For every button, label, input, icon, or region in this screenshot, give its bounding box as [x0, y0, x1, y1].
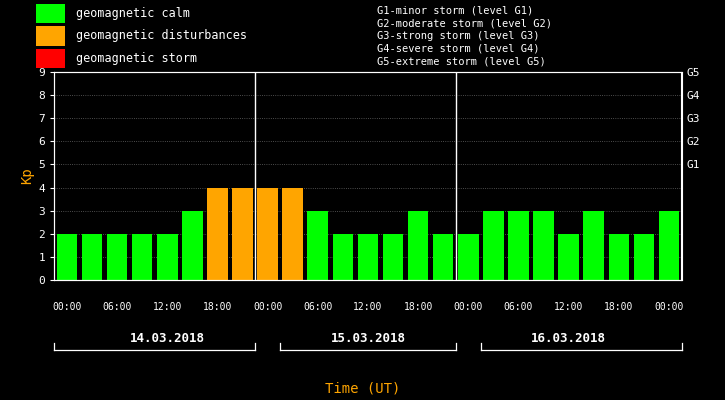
Bar [357, 234, 378, 280]
Bar [534, 211, 554, 280]
Bar [157, 234, 178, 280]
Bar [257, 188, 278, 280]
Bar [107, 234, 128, 280]
Text: G4-severe storm (level G4): G4-severe storm (level G4) [377, 44, 539, 54]
Text: geomagnetic calm: geomagnetic calm [76, 7, 190, 20]
Text: 06:00: 06:00 [303, 302, 333, 312]
Text: 18:00: 18:00 [604, 302, 634, 312]
Text: 12:00: 12:00 [152, 302, 182, 312]
Text: 16.03.2018: 16.03.2018 [531, 332, 606, 345]
Text: 18:00: 18:00 [403, 302, 433, 312]
Bar [408, 211, 428, 280]
Text: 06:00: 06:00 [102, 302, 132, 312]
Bar [483, 211, 504, 280]
Text: G2-moderate storm (level G2): G2-moderate storm (level G2) [377, 18, 552, 28]
Bar [433, 234, 453, 280]
Bar [558, 234, 579, 280]
Bar [207, 188, 228, 280]
Bar [634, 234, 654, 280]
Bar [82, 234, 102, 280]
Bar [36, 4, 65, 23]
Text: 15.03.2018: 15.03.2018 [331, 332, 405, 345]
Bar [36, 26, 65, 46]
Text: 00:00: 00:00 [253, 302, 282, 312]
Text: G3-strong storm (level G3): G3-strong storm (level G3) [377, 31, 539, 41]
Bar [132, 234, 152, 280]
Text: geomagnetic storm: geomagnetic storm [76, 52, 197, 65]
Bar [307, 211, 328, 280]
Text: 12:00: 12:00 [353, 302, 383, 312]
Text: Time (UT): Time (UT) [325, 382, 400, 396]
Bar [57, 234, 77, 280]
Bar [36, 49, 65, 68]
Bar [458, 234, 478, 280]
Bar [283, 188, 303, 280]
Bar [584, 211, 604, 280]
Bar [232, 188, 253, 280]
Text: 00:00: 00:00 [654, 302, 684, 312]
Bar [333, 234, 353, 280]
Bar [508, 211, 529, 280]
Text: 18:00: 18:00 [203, 302, 232, 312]
Text: G5-extreme storm (level G5): G5-extreme storm (level G5) [377, 57, 546, 67]
Text: 14.03.2018: 14.03.2018 [130, 332, 204, 345]
Text: 12:00: 12:00 [554, 302, 584, 312]
Text: G1-minor storm (level G1): G1-minor storm (level G1) [377, 5, 534, 15]
Bar [659, 211, 679, 280]
Text: 00:00: 00:00 [52, 302, 82, 312]
Bar [383, 234, 403, 280]
Text: geomagnetic disturbances: geomagnetic disturbances [76, 30, 247, 42]
Bar [608, 234, 629, 280]
Text: 00:00: 00:00 [454, 302, 483, 312]
Bar [182, 211, 202, 280]
Text: 06:00: 06:00 [504, 302, 533, 312]
Y-axis label: Kp: Kp [20, 168, 34, 184]
